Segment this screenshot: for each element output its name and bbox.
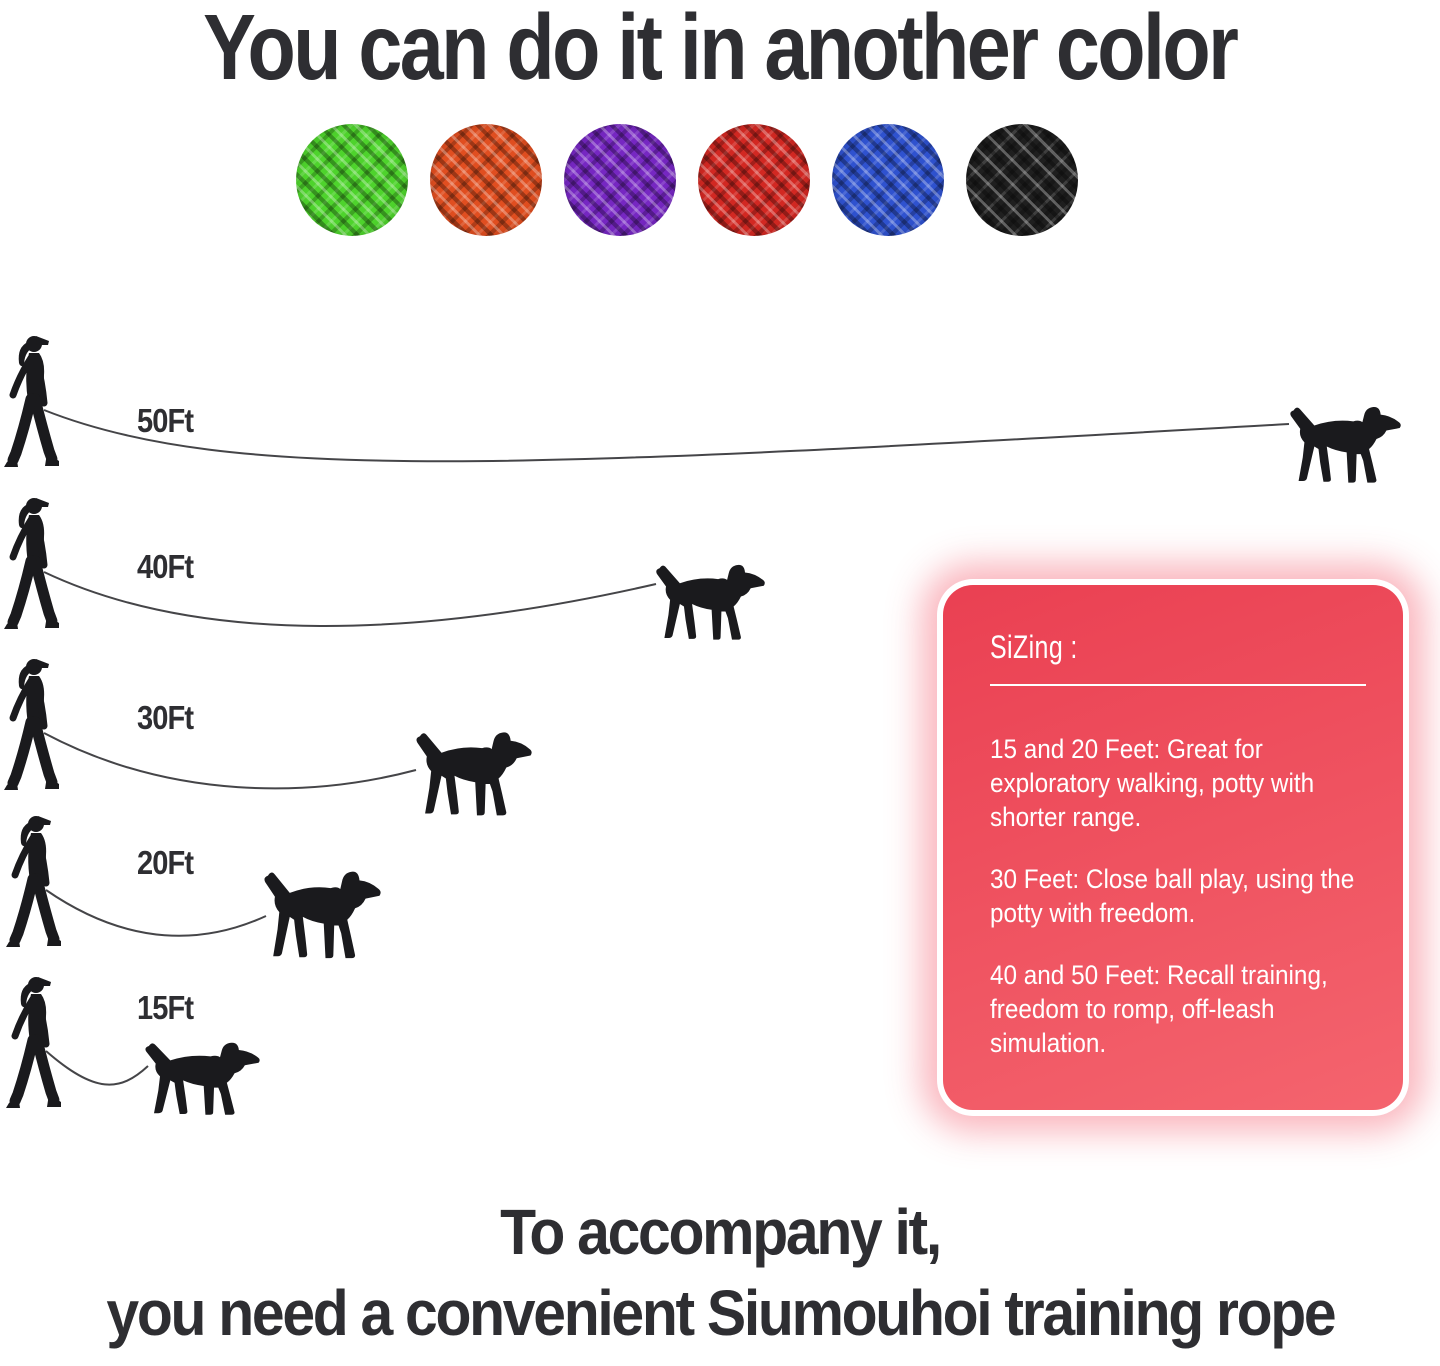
leash-line-30ft [43,732,417,790]
leash-length-label-50ft: 50Ft [137,402,194,439]
leash-line-20ft [45,889,267,937]
color-swatch-black [966,124,1078,236]
color-swatch-orange [430,124,542,236]
page-title: You can do it in another color [0,0,1440,98]
leash-length-label-40ft: 40Ft [137,548,194,585]
footer-line-1: To accompany it, [500,1196,942,1268]
sizing-divider-line [990,684,1366,686]
person-silhouette-15ft [5,974,63,1114]
dog-silhouette-20ft [261,866,383,962]
color-swatch-green [296,124,408,236]
dog-silhouette-30ft [413,727,534,819]
sizing-item-40-50ft: 40 and 50 Feet: Recall training, freedom… [990,960,1328,1058]
person-silhouette-50ft [3,333,61,473]
leash-line-50ft [43,409,1290,463]
sizing-panel: SiZing : 15 and 20 Feet: Great for explo… [943,585,1403,1110]
leash-line-40ft [43,571,657,627]
leash-length-label-15ft: 15Ft [137,989,194,1026]
sizing-item-15-20ft: 15 and 20 Feet: Great for exploratory wa… [990,734,1315,832]
person-silhouette-20ft [5,813,63,953]
footer-text: To accompany it, you need a convenient S… [0,1192,1440,1354]
dog-silhouette-40ft [653,560,767,643]
person-silhouette-30ft [3,656,61,796]
footer-line-2: you need a convenient Siumouhoi training… [106,1277,1336,1349]
color-swatch-row [296,124,1078,236]
dog-silhouette-50ft [1287,402,1403,486]
color-swatch-red [698,124,810,236]
color-swatch-blue [832,124,944,236]
leash-length-label-30ft: 30Ft [137,699,194,736]
color-swatch-purple [564,124,676,236]
sizing-heading: SiZing : [990,629,1078,665]
person-silhouette-40ft [3,495,61,635]
dog-silhouette-15ft [142,1038,262,1118]
leash-length-label-20ft: 20Ft [137,844,194,881]
sizing-item-30ft: 30 Feet: Close ball play, using the pott… [990,864,1355,928]
page-title-text: You can do it in another color [203,0,1239,99]
